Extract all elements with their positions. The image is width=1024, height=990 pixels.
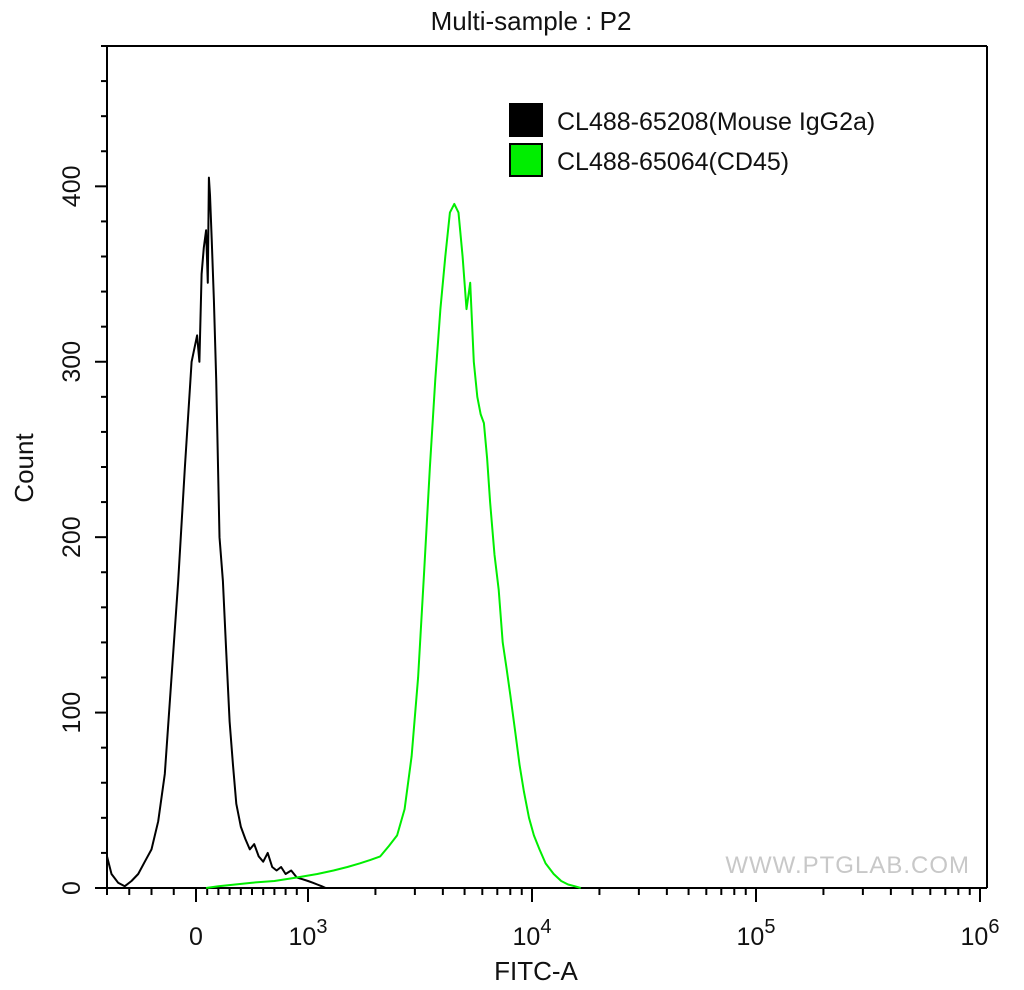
y-tick-label: 300 xyxy=(58,341,86,383)
y-tick-label: 200 xyxy=(58,516,86,558)
y-tick-label: 100 xyxy=(58,692,86,734)
y-tick-label: 0 xyxy=(58,881,86,895)
series-line-2 xyxy=(205,202,581,889)
y-axis-label: Count xyxy=(9,433,39,503)
series-line-1 xyxy=(106,176,327,889)
axes xyxy=(106,45,988,889)
x-tick-label: 0 xyxy=(189,923,203,951)
legend-label: CL488-65064(CD45) xyxy=(557,148,789,176)
legend-label: CL488-65208(Mouse IgG2a) xyxy=(557,108,875,136)
legend: CL488-65208(Mouse IgG2a) CL488-65064(CD45… xyxy=(509,103,875,177)
chart-title: Multi-sample : P2 xyxy=(431,6,632,36)
legend-swatch xyxy=(509,103,543,137)
x-tick-label: 103 xyxy=(289,916,328,951)
series-layer xyxy=(106,176,581,889)
y-tick-label: 400 xyxy=(58,165,86,207)
watermark-text: WWW.PTGLAB.COM xyxy=(725,852,970,879)
x-tick-label: 106 xyxy=(961,916,1000,951)
x-tick-label: 104 xyxy=(513,916,552,951)
legend-swatch xyxy=(509,143,543,177)
x-tick-label: 105 xyxy=(737,916,776,951)
x-axis-label: FITC-A xyxy=(494,956,578,986)
axis-ticks: 0 100 200 300 400 0 103 104 105 106 xyxy=(58,45,1000,951)
